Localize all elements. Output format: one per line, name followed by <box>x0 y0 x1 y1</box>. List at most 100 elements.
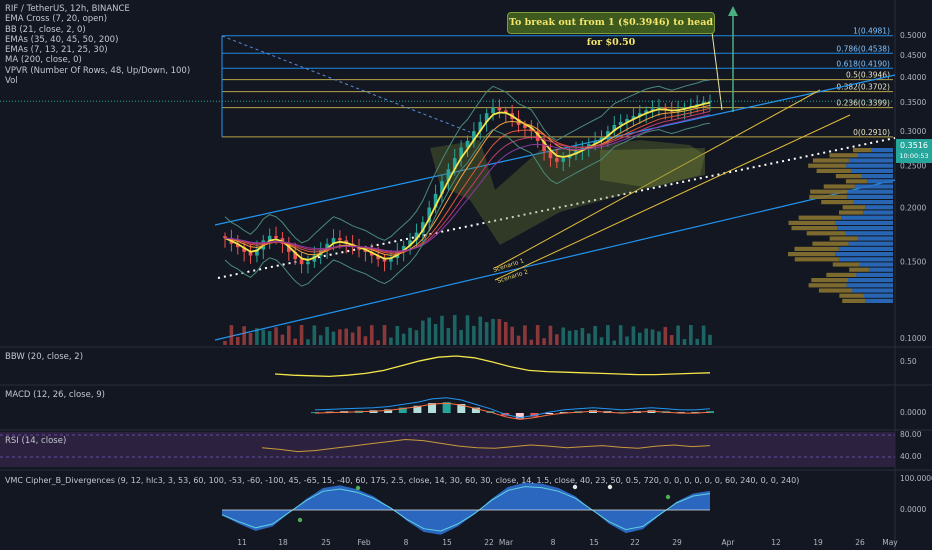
volume-profile-up-bar <box>858 153 893 158</box>
macd-title[interactable]: MACD (12, 26, close, 9) <box>5 390 105 400</box>
volume-profile-up-bar <box>837 226 893 231</box>
volume-bar <box>261 329 266 345</box>
indicator-legend-4[interactable]: MA (200, close, 0) <box>5 55 82 66</box>
volume-bar <box>574 330 578 345</box>
candle-body <box>465 140 470 148</box>
bbw-title[interactable]: BBW (20, close, 2) <box>5 352 84 362</box>
symbol-legend: RIF / TetherUS, 12h, BINANCE EMA Cross (… <box>5 4 190 86</box>
volume-profile-up-bar <box>841 215 893 220</box>
indicator-legend-1[interactable]: BB (21, close, 2, 0) <box>5 24 86 35</box>
pattern-shade <box>430 140 705 245</box>
volume-profile-up-bar <box>835 220 893 225</box>
volume-bar <box>593 326 597 345</box>
volume-bar <box>503 321 508 345</box>
volume-bar <box>497 319 502 345</box>
volume-bar <box>516 335 521 345</box>
volume-bar <box>376 340 380 345</box>
volume-profile-up-bar <box>848 278 893 283</box>
indicator-legend-0[interactable]: EMA Cross (7, 20, open) <box>5 14 108 25</box>
volume-bar <box>421 320 425 345</box>
candle-body <box>586 144 591 148</box>
volume-bar <box>676 325 680 345</box>
candle-body <box>414 232 419 241</box>
volume-bar <box>306 339 310 345</box>
macd-histogram-bar <box>530 413 539 417</box>
breakout-arrow-head <box>728 6 738 16</box>
volume-bar <box>491 318 495 345</box>
rsi-line <box>261 438 711 453</box>
macd-histogram-bar <box>545 413 554 414</box>
volume-bar <box>580 327 585 345</box>
volume-bar <box>274 327 278 345</box>
volume-profile-down-bar <box>842 205 866 210</box>
x-tick-label: Mar <box>499 538 514 547</box>
candle-body <box>274 235 278 239</box>
volume-profile-down-bar <box>842 298 866 303</box>
volume-profile-down-bar <box>810 189 848 194</box>
scenario-1-line <box>494 89 821 269</box>
volume-profile-up-bar <box>846 194 893 199</box>
volume-bar <box>325 326 329 345</box>
candle-body <box>650 108 655 111</box>
indicator-legend-2[interactable]: EMAs (35, 40, 45, 50, 200) <box>5 34 119 45</box>
macd-signal-line <box>314 402 711 420</box>
price-tick-label: 0.4000 <box>900 73 926 82</box>
vmc-title[interactable]: VMC Cipher_B_Divergences (9, 12, hlc3, 3… <box>5 476 800 485</box>
candle-body <box>657 107 661 109</box>
indicator-legend-6[interactable]: Vol <box>5 76 18 87</box>
volume-profile-up-bar <box>847 189 893 194</box>
x-tick-label: 8 <box>551 538 556 547</box>
volume-bar <box>465 315 470 345</box>
candle-body <box>523 124 527 129</box>
volume-bar <box>312 325 317 345</box>
candle-body <box>593 140 597 145</box>
bbw-tick-label: 0.50 <box>900 357 917 366</box>
indicator-legend-3[interactable]: EMAs (7, 13, 21, 25, 30) <box>5 45 108 56</box>
price-tick-label: 0.1000 <box>900 334 926 343</box>
candle-body <box>421 222 425 233</box>
volume-bar <box>242 326 246 345</box>
callout-pointer <box>711 31 723 111</box>
symbol-title[interactable]: RIF / TetherUS, 12h, BINANCE <box>5 4 130 14</box>
annotation-callout[interactable]: To break out from 1 ($0.3946) to head fo… <box>507 12 715 48</box>
volume-bar <box>708 334 712 345</box>
volume-bar <box>663 327 668 345</box>
macd-line <box>314 397 711 419</box>
x-tick-label: 15 <box>589 538 599 547</box>
volume-profile-up-bar <box>863 210 893 215</box>
vmc-wave-area <box>222 482 710 535</box>
volume-bar <box>280 334 285 345</box>
volume-profile-down-bar <box>838 210 864 215</box>
volume-bar <box>255 328 259 345</box>
rsi-tick-label: 80.00 <box>900 430 922 439</box>
candle-body <box>503 110 508 114</box>
channel-upper <box>214 74 896 226</box>
volume-profile-down-bar <box>788 220 836 225</box>
candle-body <box>708 101 712 103</box>
volume-profile-up-bar <box>861 174 893 179</box>
x-tick-label: 11 <box>237 538 247 547</box>
x-tick-label: Apr <box>722 538 736 547</box>
x-tick-label: 22 <box>630 538 640 547</box>
candle-body <box>606 131 610 138</box>
volume-profile-down-bar <box>812 241 849 246</box>
volume-bars <box>223 315 712 345</box>
volume-bar <box>695 338 700 345</box>
candle-body <box>369 251 374 256</box>
candle-body <box>427 207 432 223</box>
volume-profile-down-bar <box>808 163 847 168</box>
volume-bar <box>561 327 566 345</box>
volume-profile-up-bar <box>848 158 893 163</box>
volume-bar <box>382 325 387 345</box>
indicator-legend-5[interactable]: VPVR (Number Of Rows, 48, Up/Down, 100) <box>5 65 191 76</box>
volume-profile-down-bar <box>808 283 847 288</box>
countdown: 10:00:53 <box>899 152 929 160</box>
volume-bar <box>510 326 514 345</box>
candle-body <box>491 107 495 114</box>
candle-body <box>338 238 342 241</box>
volume-profile-down-bar <box>829 153 859 158</box>
rsi-title[interactable]: RSI (14, close) <box>5 436 67 446</box>
volume-profile-down-bar <box>835 174 862 179</box>
